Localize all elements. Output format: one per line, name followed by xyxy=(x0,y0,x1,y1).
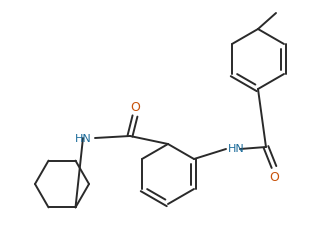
Text: O: O xyxy=(130,101,140,114)
Text: O: O xyxy=(269,170,279,183)
Text: HN: HN xyxy=(228,143,245,153)
Text: HN: HN xyxy=(75,134,92,143)
